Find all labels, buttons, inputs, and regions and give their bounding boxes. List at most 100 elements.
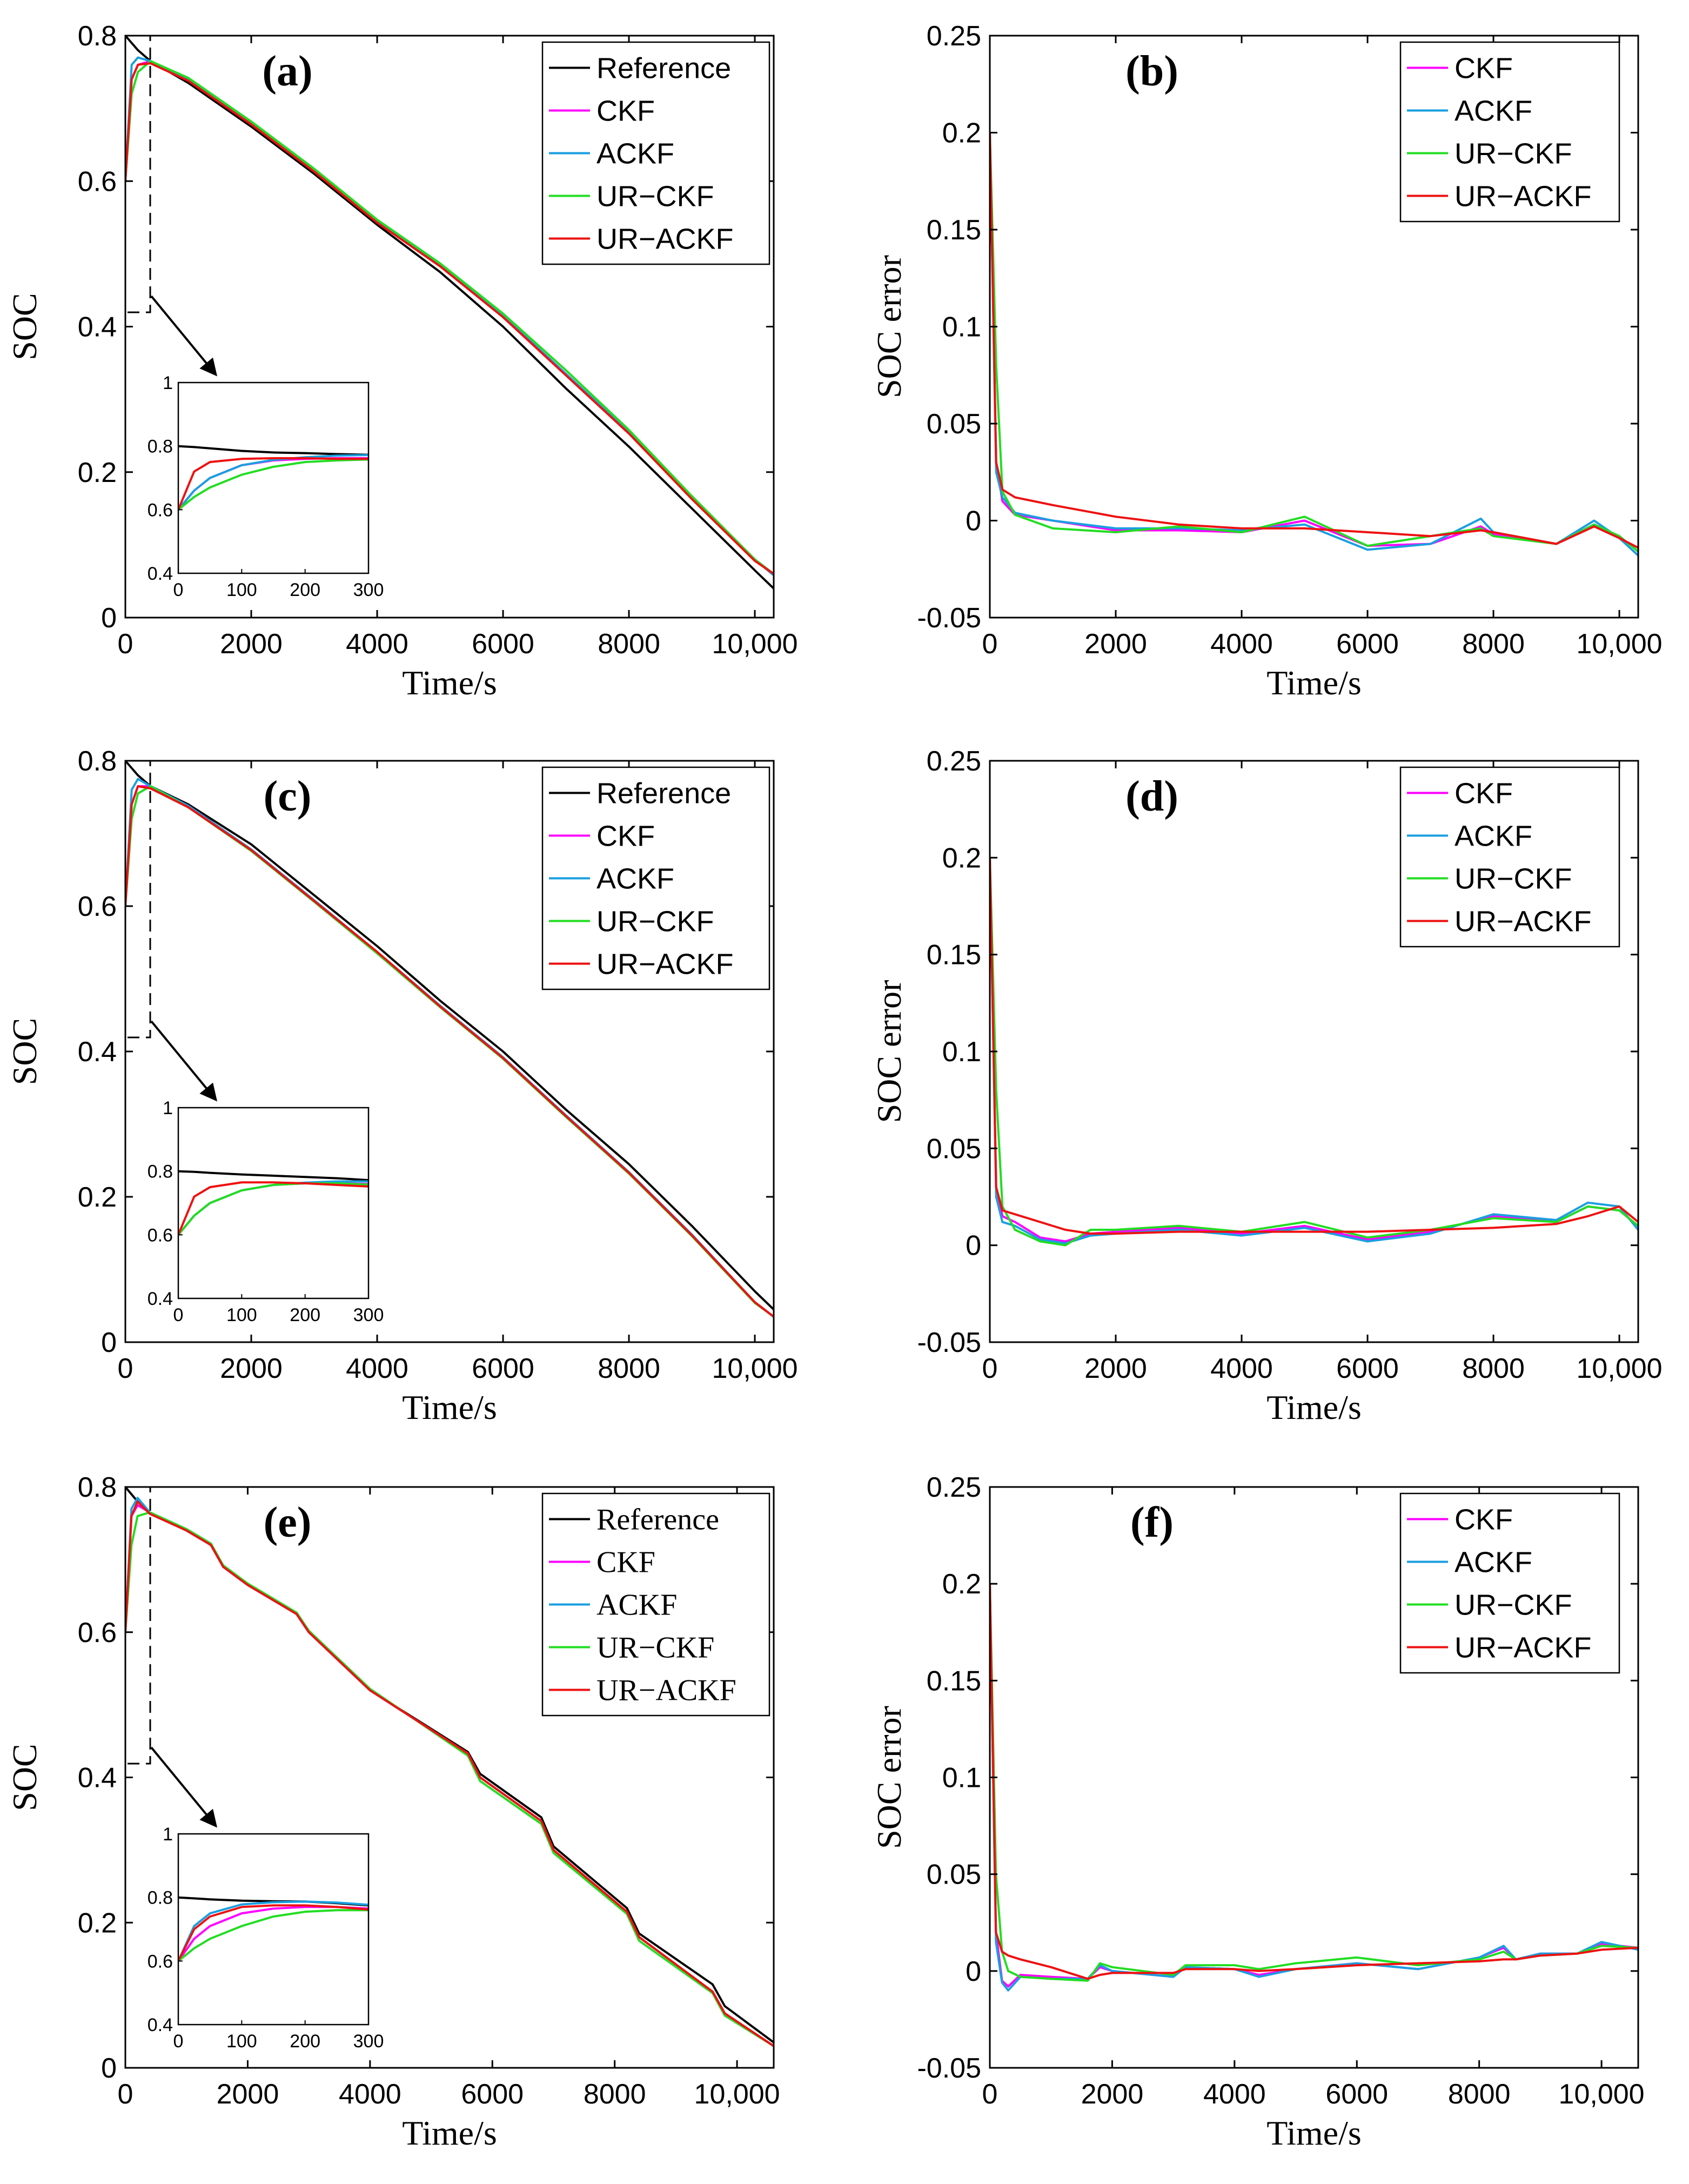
legend-entry: ACKF — [1455, 95, 1532, 128]
zoom-region-box — [125, 35, 151, 313]
zoom-arrow — [150, 1020, 218, 1102]
zoom-region-box — [125, 760, 151, 1039]
panel-label: (b) — [1125, 48, 1178, 95]
legend: CKF ACKF UR−CKF UR−ACKF — [1399, 1492, 1620, 1674]
x-tick-label: 6000 — [1336, 1353, 1399, 1384]
inset-chart: 0 100 200 300 0.4 0.6 0.8 1 — [148, 1098, 384, 1325]
x-tick-label: 4000 — [346, 1353, 408, 1384]
inset-y-tick-label: 0.6 — [148, 1225, 173, 1245]
panel-label: (e) — [264, 1499, 312, 1546]
chart-panel-c: 0 2000 4000 6000 8000 10,00000.20.40.60.8Time… — [5, 746, 798, 1426]
inset-y-tick-label: 0.4 — [148, 564, 173, 584]
x-tick-label: 10,000 — [694, 2079, 780, 2110]
y-tick-label: 0.15 — [927, 215, 981, 246]
y-tick-label: 0.25 — [927, 746, 981, 777]
inset-line-ur-ckf — [178, 1909, 368, 1962]
x-tick-label: 10,000 — [1577, 1353, 1663, 1384]
inset-frame — [177, 1107, 370, 1299]
inset-y-tick-label: 0.4 — [148, 1289, 173, 1309]
y-tick-label: 0 — [966, 506, 981, 537]
inset-line-ur-ckf — [178, 458, 368, 511]
x-axis-label: Time/s — [1266, 2114, 1362, 2152]
x-tick-label: 8000 — [1448, 2079, 1511, 2110]
series-line-reference — [125, 761, 774, 1310]
y-tick-label: 0.25 — [927, 1472, 981, 1503]
legend-entry: UR−ACKF — [596, 223, 734, 256]
zoom-arrow — [150, 295, 218, 377]
series-group — [990, 1584, 1638, 1992]
y-tick-label: -0.05 — [917, 1327, 981, 1358]
y-tick-label: 0.2 — [942, 118, 981, 149]
series-line-ur-ackf — [125, 1500, 774, 2047]
y-tick-label: 0.8 — [78, 746, 117, 777]
legend-entry: ACKF — [596, 138, 674, 170]
x-tick-label: 2000 — [220, 1353, 283, 1384]
x-tick-label: 10,000 — [1577, 628, 1663, 660]
legend-entry: ACKF — [596, 1589, 677, 1622]
inset-y-tick-label: 0.6 — [148, 1951, 173, 1972]
inset-chart: 0 100 200 300 0.4 0.6 0.8 1 — [148, 1824, 384, 2052]
y-tick-label: 0 — [966, 1230, 981, 1262]
x-tick-label: 4000 — [1210, 628, 1273, 660]
inset-line-ackf — [178, 1900, 368, 1962]
legend-entry: UR−CKF — [1455, 863, 1572, 895]
inset-x-tick-label: 200 — [290, 580, 320, 600]
panel-label: (a) — [262, 48, 312, 95]
x-tick-label: 2000 — [1081, 2079, 1144, 2110]
y-axis-label: SOC error — [870, 980, 908, 1123]
y-tick-label: 0 — [966, 1956, 981, 1987]
x-tick-label: 8000 — [598, 628, 660, 660]
legend-entry: CKF — [1455, 778, 1513, 810]
legend-entry: UR−CKF — [596, 1631, 714, 1665]
chart-panel-a: 0 2000 4000 6000 8000 10,00000.20.40.60.8Time… — [5, 21, 798, 702]
chart-panel-f: 0 2000 4000 6000 8000 10,000-0.0500.050.10.15… — [870, 1472, 1645, 2152]
legend: Reference CKF ACKF UR−CKF UR−ACKF — [541, 766, 770, 990]
legend: CKF ACKF UR−CKF UR−ACKF — [1399, 41, 1620, 223]
x-tick-label: 0 — [982, 628, 998, 660]
chart-panel-b: 0 2000 4000 6000 8000 10,000-0.0500.050.10.15… — [870, 21, 1663, 702]
y-tick-label: 0.2 — [942, 842, 981, 874]
inset-x-tick-label: 100 — [226, 2031, 257, 2052]
legend-entry: Reference — [596, 52, 731, 85]
legend-entry: CKF — [596, 1546, 655, 1579]
y-tick-label: 0.4 — [78, 1763, 117, 1794]
series-line-ur-ackf — [990, 857, 1638, 1235]
x-tick-label: 2000 — [217, 2079, 279, 2110]
inset-line-ur-ckf — [178, 1182, 368, 1236]
y-tick-label: 0.6 — [78, 891, 117, 922]
x-tick-label: 8000 — [1462, 1353, 1525, 1384]
y-tick-label: 0.4 — [78, 312, 117, 343]
inset-series-group — [178, 1170, 368, 1236]
legend-box — [1399, 766, 1620, 948]
inset-x-tick-label: 300 — [353, 580, 384, 600]
series-group — [990, 857, 1638, 1247]
panel-label: (d) — [1125, 773, 1178, 820]
y-axis-label: SOC — [5, 1018, 44, 1086]
zoom-arrow — [150, 1746, 218, 1828]
x-tick-label: 6000 — [472, 628, 534, 660]
y-tick-label: 0.1 — [942, 1036, 981, 1068]
inset-frame — [177, 381, 370, 574]
y-tick-label: 0 — [101, 602, 117, 634]
legend: Reference CKF ACKF UR−CKF UR−ACKF — [541, 41, 770, 265]
y-tick-label: 0.25 — [927, 21, 981, 52]
x-tick-label: 4000 — [346, 628, 408, 660]
x-tick-label: 0 — [118, 1353, 133, 1384]
y-axis-label: SOC — [5, 1744, 44, 1811]
inset-line-reference — [178, 445, 368, 456]
inset-line-ur-ackf — [178, 457, 368, 511]
chart-panel-e: 0 2000 4000 6000 8000 10,00000.20.40.60.8Time… — [5, 1472, 780, 2152]
inset-y-tick-label: 0.8 — [148, 1888, 173, 1908]
y-tick-label: 0.05 — [927, 1859, 981, 1891]
x-tick-label: 0 — [118, 2079, 133, 2110]
inset-x-tick-label: 100 — [226, 1305, 257, 1325]
legend-entry: UR−ACKF — [1455, 1632, 1592, 1664]
x-tick-label: 10,000 — [1559, 2079, 1645, 2110]
inset-line-ur-ackf — [178, 1904, 368, 1962]
legend-entry: ACKF — [596, 863, 674, 895]
y-tick-label: 0.2 — [78, 457, 117, 488]
inset-y-tick-label: 1 — [163, 1098, 173, 1118]
series-group — [125, 761, 774, 1318]
legend-box — [1399, 41, 1620, 223]
inset-line-ackf — [178, 454, 368, 511]
